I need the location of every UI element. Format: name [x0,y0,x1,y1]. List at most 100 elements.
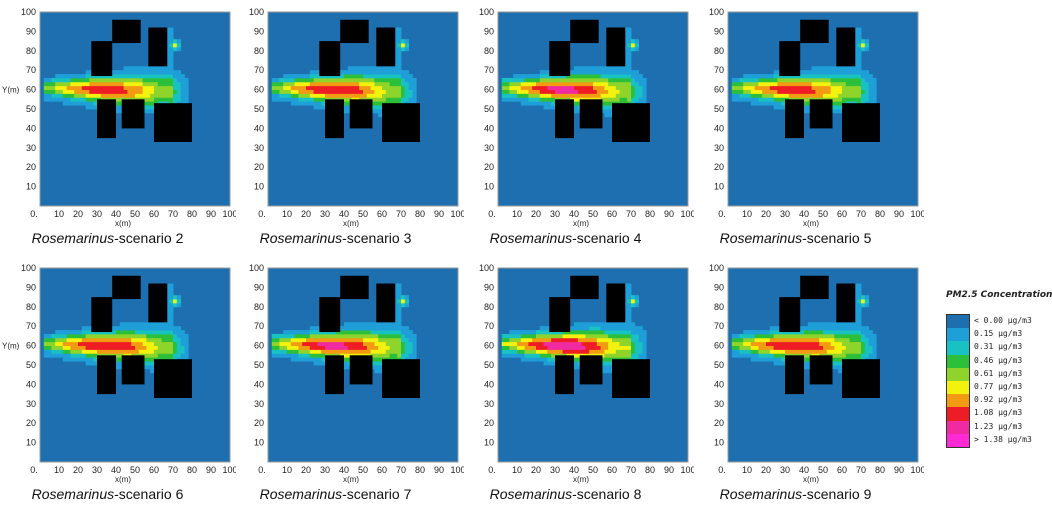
concentration-cell [321,345,326,350]
concentration-cell [389,74,394,79]
concentration-cell [501,77,506,83]
concentration-cell [332,337,337,343]
y-axis-label: Y(m) [2,342,20,351]
concentration-cell [830,365,835,370]
concentration-cell [543,333,548,339]
concentration-cell [97,81,102,87]
concentration-cell [555,89,560,94]
x-tick-label: 30 [780,209,790,219]
concentration-cell [112,333,117,339]
concentration-cell [78,81,83,87]
concentration-cell [754,345,759,350]
concentration-cell [861,349,866,354]
concentration-cell [600,322,605,327]
concentration-cell [513,353,518,358]
concentration-cell [766,330,771,335]
concentration-cell [393,74,398,79]
concentration-cell [543,330,548,335]
concentration-cell [344,89,349,94]
concentration-cell [146,326,151,331]
y-tick-label: 40 [26,123,36,133]
concentration-cell [404,43,409,48]
concentration-cell [857,341,862,346]
concentration-cell [290,349,295,354]
concentration-cell [55,85,60,90]
concentration-cell [385,89,390,94]
concentration-cell [501,93,506,98]
concentration-cell [370,85,375,90]
x-tick-label: 90 [206,209,216,219]
concentration-cell [74,353,79,358]
concentration-cell [513,85,518,90]
concentration-cell [302,353,307,358]
concentration-cell [543,361,548,366]
concentration-cell [116,337,121,343]
concentration-cell [634,85,639,90]
concentration-cell [826,349,831,354]
concentration-cell [135,322,140,327]
concentration-cell [562,333,567,339]
concentration-cell [731,93,736,98]
concentration-cell [623,295,628,300]
concentration-cell [731,77,736,83]
concentration-cell [404,85,409,90]
concentration-cell [150,322,155,327]
concentration-cell [758,85,763,90]
concentration-cell [524,89,529,94]
concentration-cell [150,361,155,366]
concentration-cell [173,345,178,350]
concentration-cell [340,341,345,346]
concentration-cell [119,85,124,90]
x-tick-label: 30 [92,465,102,475]
concentration-cell [287,93,292,98]
concentration-cell [332,77,337,83]
concentration-cell [298,97,303,102]
concentration-cell [393,54,398,59]
concentration-cell [604,353,609,358]
concentration-cell [853,74,858,79]
concentration-cell [66,349,71,354]
concentration-cell [382,349,387,354]
concentration-cell [359,81,364,87]
concentration-cell [849,322,854,327]
concentration-cell [731,89,736,94]
concentration-cell [796,345,801,350]
concentration-cell [551,330,556,335]
concentration-cell [287,353,292,358]
concentration-cell [845,322,850,327]
concentration-cell [819,322,824,327]
y-tick-label: 100 [21,7,36,17]
concentration-cell [347,337,352,343]
concentration-cell [161,330,166,335]
concentration-cell [807,89,812,94]
concentration-cell [543,326,548,331]
concentration-cell [321,81,326,87]
concentration-cell [754,85,759,90]
concentration-cell [59,89,64,94]
legend-swatch [947,420,969,434]
concentration-cell [321,333,326,339]
concentration-cell [150,353,155,358]
concentration-cell [85,74,90,79]
concentration-cell [279,77,284,83]
y-tick-label: 60 [484,85,494,95]
concentration-cell [520,349,525,354]
building-obstacle [836,283,856,323]
concentration-cell [161,326,166,331]
concentration-cell [393,310,398,315]
concentration-cell [581,85,586,90]
concentration-cell [70,77,75,83]
concentration-cell [366,330,371,335]
concentration-cell [536,89,541,94]
concentration-cell [138,66,143,71]
concentration-cell [271,81,276,87]
concentration-cell [838,77,843,83]
concentration-cell [623,97,628,102]
concentration-cell [585,330,590,335]
concentration-cell [184,97,189,102]
concentration-cell [382,330,387,335]
concentration-cell [615,77,620,83]
concentration-cell [800,330,805,335]
concentration-cell [81,93,86,98]
concentration-cell [397,302,402,308]
